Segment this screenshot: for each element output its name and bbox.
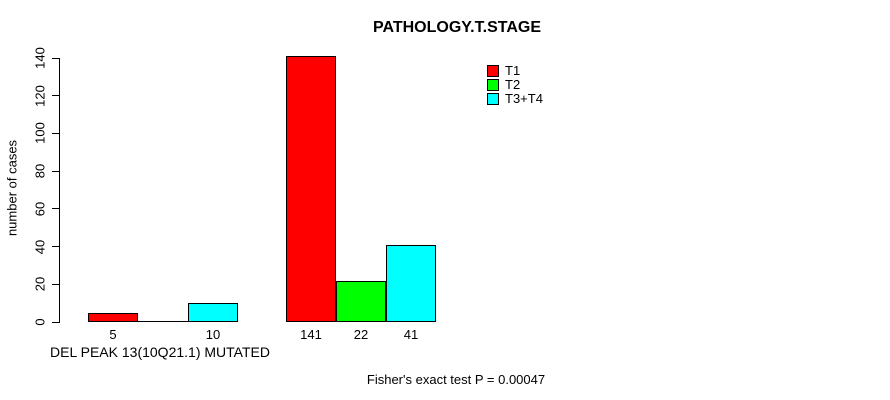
legend: T1 T2 T3+T4 bbox=[487, 63, 543, 106]
legend-swatch-t3-t4 bbox=[487, 93, 499, 105]
legend-item-t1: T1 bbox=[487, 63, 543, 78]
legend-item-t2: T2 bbox=[487, 77, 543, 92]
bar-value-label-t3-t4-group2: 41 bbox=[403, 327, 419, 342]
legend-label-t1: T1 bbox=[505, 63, 521, 78]
legend-label-t2: T2 bbox=[505, 77, 521, 92]
y-tick-40 bbox=[52, 246, 59, 248]
y-tick-100 bbox=[52, 132, 59, 134]
y-tick-20 bbox=[52, 283, 59, 285]
y-axis-line bbox=[59, 58, 60, 323]
legend-swatch-t1 bbox=[487, 65, 499, 77]
bar-t2-group1 bbox=[138, 321, 188, 322]
bar-t1-group1 bbox=[88, 313, 138, 322]
y-tick-80 bbox=[52, 170, 59, 172]
y-tick-60 bbox=[52, 208, 59, 210]
bar-t3-t4-group1 bbox=[188, 303, 238, 322]
chart-title: PATHOLOGY.T.STAGE bbox=[372, 19, 542, 36]
y-tick-140 bbox=[52, 57, 59, 59]
y-tick-label-100: 100 bbox=[32, 122, 48, 145]
x-axis-label: DEL PEAK 13(10Q21.1) MUTATED bbox=[50, 344, 270, 360]
legend-swatch-t2 bbox=[487, 79, 499, 91]
y-axis-label: number of cases bbox=[4, 139, 20, 237]
y-tick-label-0: 0 bbox=[32, 318, 48, 326]
bar-t1-group2 bbox=[286, 56, 336, 322]
y-tick-label-20: 20 bbox=[32, 277, 48, 292]
legend-label-t3-t4: T3+T4 bbox=[505, 91, 543, 106]
y-tick-0 bbox=[52, 321, 59, 323]
bar-t3-t4-group2 bbox=[386, 245, 436, 322]
bar-value-label-t1-group2: 141 bbox=[300, 327, 322, 342]
bar-value-label-t1-group1: 5 bbox=[109, 327, 117, 342]
fisher-test-annotation: Fisher's exact test P = 0.00047 bbox=[366, 372, 546, 387]
legend-item-t3-t4: T3+T4 bbox=[487, 91, 543, 106]
y-tick-label-120: 120 bbox=[32, 84, 48, 107]
y-tick-label-40: 40 bbox=[32, 239, 48, 254]
bar-value-label-t2-group2: 22 bbox=[353, 327, 369, 342]
y-tick-label-80: 80 bbox=[32, 163, 48, 179]
y-tick-label-60: 60 bbox=[32, 201, 48, 217]
y-tick-120 bbox=[52, 95, 59, 97]
bar-t2-group2 bbox=[336, 281, 386, 322]
y-tick-label-140: 140 bbox=[32, 47, 48, 69]
bar-value-label-t3-t4-group1: 10 bbox=[205, 327, 221, 342]
